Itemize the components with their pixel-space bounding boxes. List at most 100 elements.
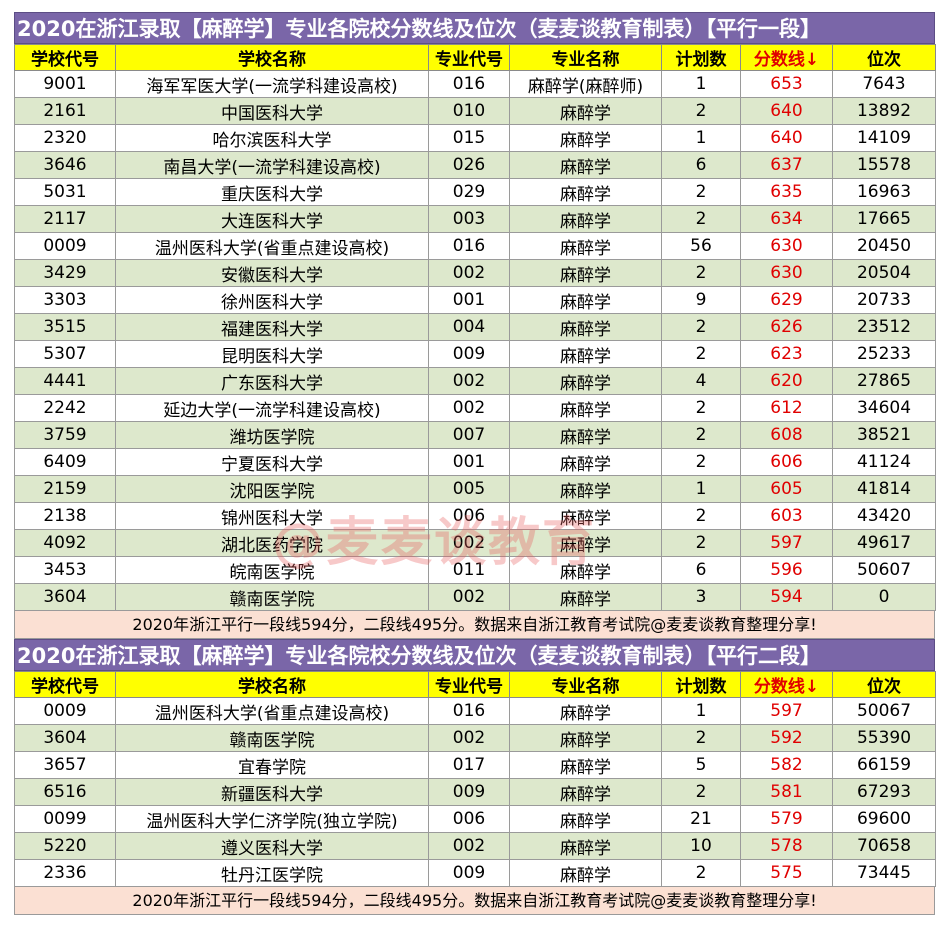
section-title: 2020在浙江录取【麻醉学】专业各院校分数线及位次（麦麦谈教育制表）【平行一段】: [14, 12, 935, 44]
major-code-cell: 015: [428, 124, 510, 152]
rank-cell: 43420: [832, 502, 936, 530]
major-code-cell: 017: [428, 751, 510, 779]
section-footer-note: 2020年浙江平行一段线594分，二段线495分。数据来自浙江教育考试院@麦麦谈…: [14, 887, 935, 915]
score-line-cell: 640: [740, 124, 833, 152]
major-code-cell: 001: [428, 448, 510, 476]
major-name-cell: 麻醉学: [509, 529, 662, 557]
major-code-cell: 004: [428, 313, 510, 341]
table-row: 4092 湖北医药学院 002 麻醉学 2 597 49617: [14, 529, 936, 557]
plan-count-cell: 3: [661, 583, 741, 611]
school-code-cell: 2242: [14, 394, 116, 422]
table-row: 2242 延边大学(一流学科建设高校) 002 麻醉学 2 612 34604: [14, 394, 936, 422]
major-code-cell: 016: [428, 232, 510, 260]
rank-cell: 13892: [832, 97, 936, 125]
score-line-cell: 605: [740, 475, 833, 503]
plan-count-cell: 2: [661, 724, 741, 752]
rank-cell: 15578: [832, 151, 936, 179]
plan-count-cell: 2: [661, 259, 741, 287]
plan-count-cell: 1: [661, 70, 741, 98]
school-code-cell: 3303: [14, 286, 116, 314]
rank-cell: 55390: [832, 724, 936, 752]
school-name-cell: 中国医科大学: [115, 97, 429, 125]
rank-cell: 27865: [832, 367, 936, 395]
score-line-cell: 603: [740, 502, 833, 530]
plan-count-cell: 10: [661, 832, 741, 860]
school-name-cell: 宜春学院: [115, 751, 429, 779]
school-name-cell: 安徽医科大学: [115, 259, 429, 287]
school-code-cell: 6409: [14, 448, 116, 476]
school-name-cell: 牡丹江医学院: [115, 859, 429, 887]
major-name-cell: 麻醉学: [509, 178, 662, 206]
plan-count-cell: 2: [661, 502, 741, 530]
score-line-cell: 629: [740, 286, 833, 314]
score-line-cell: 608: [740, 421, 833, 449]
table-row: 9001 海军军医大学(一流学科建设高校) 016 麻醉学(麻醉师) 1 653 7643: [14, 70, 936, 98]
table-row: 2320 哈尔滨医科大学 015 麻醉学 1 640 14109: [14, 124, 936, 152]
plan-count-cell: 6: [661, 556, 741, 584]
header-school-code: 学校代号: [14, 671, 116, 698]
major-name-cell: 麻醉学: [509, 340, 662, 368]
plan-count-cell: 2: [661, 421, 741, 449]
major-code-cell: 002: [428, 259, 510, 287]
major-code-cell: 009: [428, 859, 510, 887]
school-name-cell: 重庆医科大学: [115, 178, 429, 206]
table-body: 9001 海军军医大学(一流学科建设高校) 016 麻醉学(麻醉师) 1 653 7643 2…: [14, 70, 936, 611]
major-name-cell: 麻醉学: [509, 367, 662, 395]
table-row: 3515 福建医科大学 004 麻醉学 2 626 23512: [14, 313, 936, 341]
major-code-cell: 002: [428, 832, 510, 860]
score-line-cell: 634: [740, 205, 833, 233]
table-row: 2159 沈阳医学院 005 麻醉学 1 605 41814: [14, 475, 936, 503]
school-code-cell: 4092: [14, 529, 116, 557]
table-row: 4441 广东医科大学 002 麻醉学 4 620 27865: [14, 367, 936, 395]
school-code-cell: 2138: [14, 502, 116, 530]
header-major-code: 专业代号: [428, 44, 510, 71]
rank-cell: 69600: [832, 805, 936, 833]
plan-count-cell: 56: [661, 232, 741, 260]
plan-count-cell: 5: [661, 751, 741, 779]
school-name-cell: 皖南医学院: [115, 556, 429, 584]
score-line-cell: 578: [740, 832, 833, 860]
score-line-cell: 626: [740, 313, 833, 341]
school-code-cell: 6516: [14, 778, 116, 806]
school-name-cell: 赣南医学院: [115, 724, 429, 752]
header-school-name: 学校名称: [115, 671, 429, 698]
major-code-cell: 002: [428, 367, 510, 395]
school-code-cell: 2161: [14, 97, 116, 125]
major-name-cell: 麻醉学: [509, 313, 662, 341]
score-line-cell: 623: [740, 340, 833, 368]
rank-cell: 49617: [832, 529, 936, 557]
score-line-cell: 620: [740, 367, 833, 395]
table-row: 3604 赣南医学院 002 麻醉学 2 592 55390: [14, 724, 936, 752]
major-name-cell: 麻醉学: [509, 778, 662, 806]
plan-count-cell: 1: [661, 124, 741, 152]
school-code-cell: 3453: [14, 556, 116, 584]
score-line-cell: 606: [740, 448, 833, 476]
school-name-cell: 温州医科大学(省重点建设高校): [115, 232, 429, 260]
rank-cell: 70658: [832, 832, 936, 860]
header-row: 学校代号 学校名称 专业代号 专业名称 计划数 分数线↓ 位次: [14, 671, 936, 698]
major-code-cell: 005: [428, 475, 510, 503]
school-name-cell: 潍坊医学院: [115, 421, 429, 449]
major-name-cell: 麻醉学: [509, 97, 662, 125]
header-score-line: 分数线↓: [740, 671, 833, 698]
school-code-cell: 3515: [14, 313, 116, 341]
rank-cell: 16963: [832, 178, 936, 206]
score-line-cell: 579: [740, 805, 833, 833]
plan-count-cell: 2: [661, 205, 741, 233]
table-row: 2138 锦州医科大学 006 麻醉学 2 603 43420: [14, 502, 936, 530]
major-name-cell: 麻醉学(麻醉师): [509, 70, 662, 98]
table-row: 2336 牡丹江医学院 009 麻醉学 2 575 73445: [14, 859, 936, 887]
school-name-cell: 新疆医科大学: [115, 778, 429, 806]
school-code-cell: 3646: [14, 151, 116, 179]
rank-cell: 41124: [832, 448, 936, 476]
major-name-cell: 麻醉学: [509, 583, 662, 611]
plan-count-cell: 9: [661, 286, 741, 314]
score-sheet: 2020在浙江录取【麻醉学】专业各院校分数线及位次（麦麦谈教育制表）【平行一段】…: [14, 12, 936, 915]
rank-cell: 14109: [832, 124, 936, 152]
school-name-cell: 沈阳医学院: [115, 475, 429, 503]
score-line-cell: 581: [740, 778, 833, 806]
major-name-cell: 麻醉学: [509, 421, 662, 449]
table-row: 6409 宁夏医科大学 001 麻醉学 2 606 41124: [14, 448, 936, 476]
school-code-cell: 5307: [14, 340, 116, 368]
plan-count-cell: 6: [661, 151, 741, 179]
